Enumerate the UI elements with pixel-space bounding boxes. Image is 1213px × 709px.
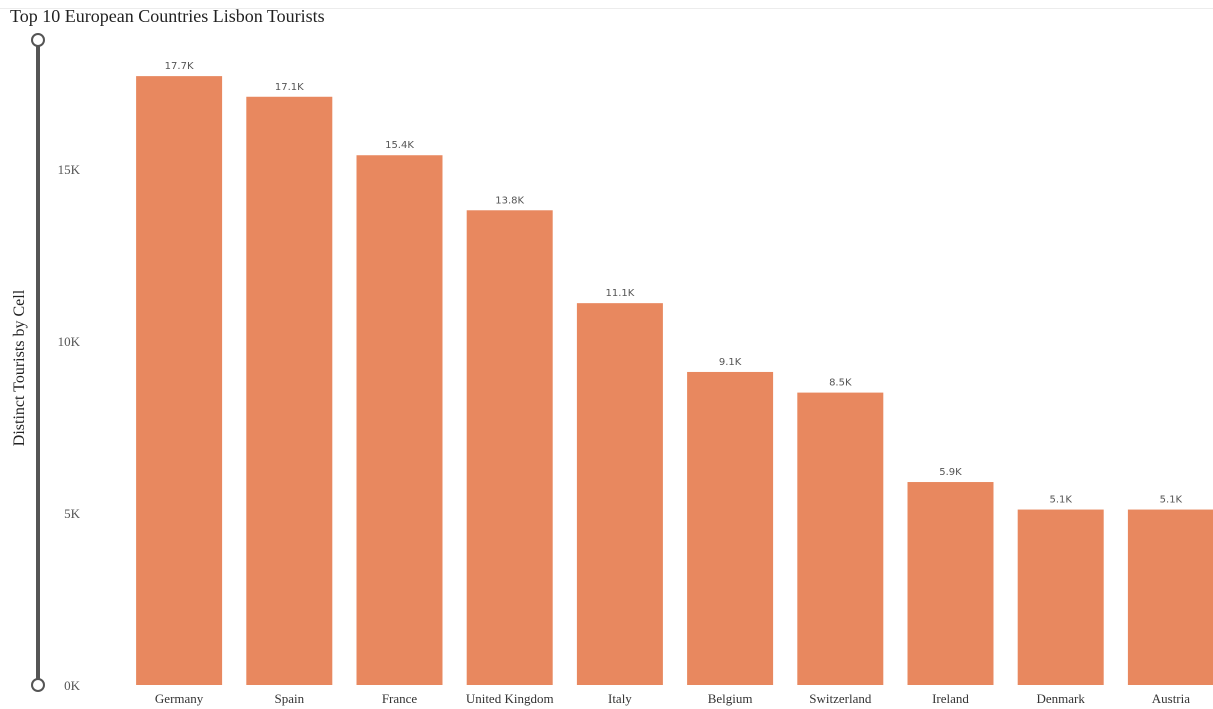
bar[interactable] [356, 155, 443, 686]
bar[interactable] [136, 76, 223, 686]
x-tick-label: Ireland [932, 691, 969, 706]
data-labels: 17.7K 17.1K 15.4K 13.8K 11.1K 9.1K 8.5K 5.9K 5.1… [165, 61, 1183, 505]
y-tick-label: 5K [64, 506, 81, 521]
data-label: 11.1K [605, 288, 634, 299]
top-divider [0, 8, 1213, 9]
bars [136, 76, 1213, 686]
data-label: 5.1K [1049, 495, 1072, 506]
x-tick-label: Switzerland [809, 691, 872, 706]
bar[interactable] [1017, 509, 1104, 685]
y-axis-ticks: 0K 5K 10K 15K [58, 162, 81, 693]
bar[interactable] [797, 392, 884, 685]
data-label: 5.9K [939, 467, 962, 478]
slider-bottom-handle[interactable] [31, 678, 45, 692]
data-label: 17.1K [275, 82, 304, 93]
bar[interactable] [1127, 509, 1213, 685]
bar[interactable] [576, 303, 663, 685]
y-axis-title: Distinct Tourists by Cell [11, 289, 28, 446]
data-label: 8.5K [829, 378, 852, 389]
x-tick-label: Denmark [1037, 691, 1086, 706]
x-tick-label: United Kingdom [466, 691, 554, 706]
x-tick-label: Spain [274, 691, 304, 706]
chart-title: Top 10 European Countries Lisbon Tourist… [10, 6, 325, 26]
x-tick-label: Italy [608, 691, 632, 706]
data-label: 15.4K [385, 140, 414, 151]
x-tick-label: Germany [155, 691, 204, 706]
data-label: 17.7K [165, 61, 194, 72]
bar[interactable] [907, 482, 994, 685]
data-label: 13.8K [495, 195, 524, 206]
bar[interactable] [466, 210, 553, 685]
data-label: 5.1K [1160, 495, 1183, 506]
y-tick-label: 10K [58, 334, 81, 349]
slider-top-handle[interactable] [31, 33, 45, 47]
bar[interactable] [687, 371, 774, 685]
y-axis-range-slider[interactable] [31, 33, 45, 692]
bar[interactable] [246, 96, 333, 685]
x-tick-label: Austria [1152, 691, 1191, 706]
data-label: 9.1K [719, 357, 742, 368]
y-tick-label: 0K [64, 678, 81, 693]
x-tick-label: Belgium [708, 691, 753, 706]
x-axis-category-labels: Germany Spain France United Kingdom Italy Bel… [155, 691, 1190, 706]
y-tick-label: 15K [58, 162, 81, 177]
x-tick-label: France [382, 691, 418, 706]
